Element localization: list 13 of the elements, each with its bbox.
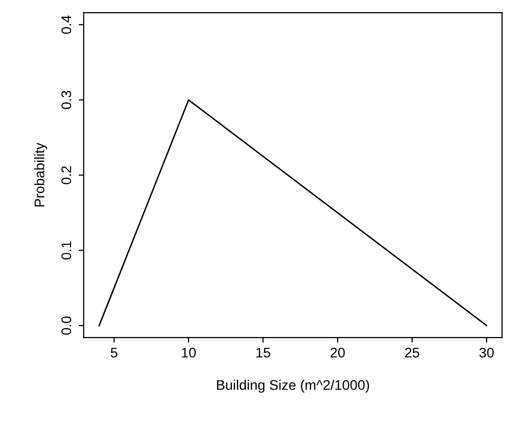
x-tick-label: 10 xyxy=(182,348,196,358)
y-tick-label: 0.4 xyxy=(61,15,72,34)
y-tick-label: 0.1 xyxy=(61,241,72,260)
x-tick-label: 20 xyxy=(330,348,345,358)
x-tick-label: 30 xyxy=(479,348,494,358)
y-tick-label: 0.0 xyxy=(61,316,72,335)
x-tick-label: 15 xyxy=(256,348,270,358)
y-tick-label: 0.2 xyxy=(61,166,72,184)
y-axis-title: Probability xyxy=(34,142,48,206)
x-axis-title: Building Size (m^2/1000) xyxy=(217,380,370,393)
x-tick-label: 5 xyxy=(110,348,118,358)
x-tick-label: 25 xyxy=(405,348,420,358)
y-tick-label: 0.3 xyxy=(61,90,72,110)
